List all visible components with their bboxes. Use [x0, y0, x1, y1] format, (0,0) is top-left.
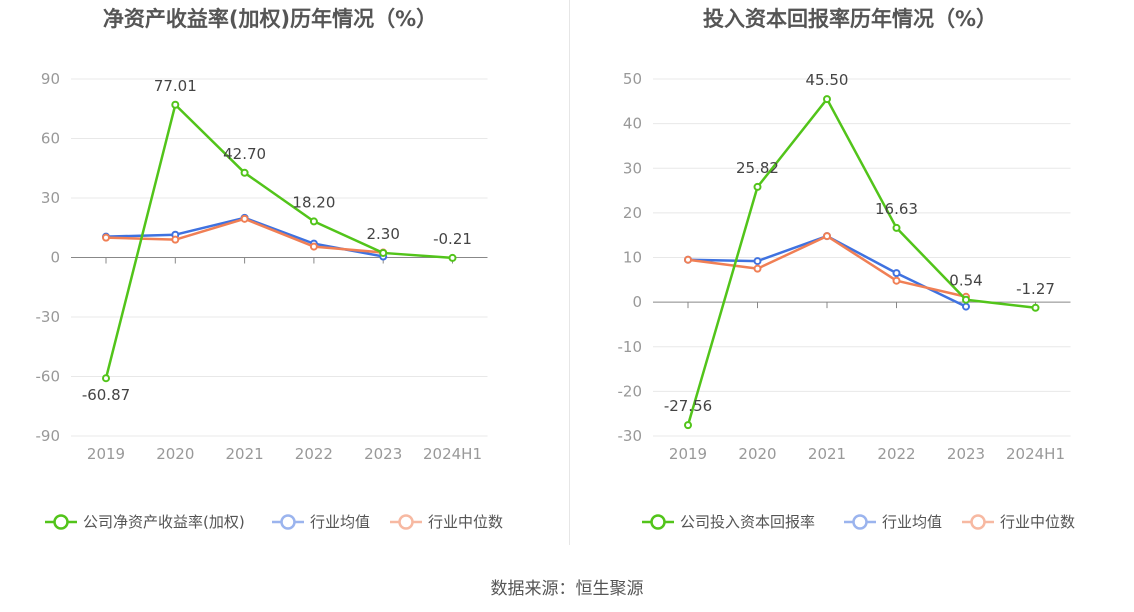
legend-item[interactable]: 行业中位数	[962, 513, 1075, 531]
data-label: 18.20	[292, 193, 335, 211]
data-point	[240, 214, 249, 223]
y-tick-label: 0	[50, 249, 60, 267]
x-tick-label: 2023	[947, 445, 985, 463]
legend-marker-icon	[852, 514, 868, 530]
data-point	[823, 95, 831, 104]
legend-label: 公司投入资本回报率	[680, 513, 815, 531]
data-source-note: 数据来源：恒生聚源	[490, 579, 644, 599]
series-line	[687, 234, 967, 308]
y-tick-label: -90	[36, 427, 61, 445]
chart-title: 净资产收益率(加权)历年情况（%）	[103, 7, 437, 31]
y-tick-label: 20	[623, 204, 642, 222]
data-point	[309, 242, 318, 251]
x-tick-label: 2021	[808, 445, 846, 463]
legend-item[interactable]: 公司净资产收益率(加权)	[45, 513, 245, 531]
legend-marker-icon	[398, 514, 414, 530]
data-point	[753, 182, 762, 191]
data-point	[1031, 303, 1040, 312]
legend-label: 公司净资产收益率(加权)	[83, 513, 245, 531]
panel-divider	[569, 0, 570, 545]
legend-label: 行业中位数	[428, 513, 503, 531]
y-tick-label: -60	[36, 368, 61, 386]
data-point	[102, 374, 110, 383]
data-point	[962, 302, 970, 311]
roic-line-chart: 投入资本回报率历年情况（%） 50 40 30 20 10 0 -10 -20 -30 2019 20…	[618, 7, 1076, 531]
x-tick-label: 2023	[364, 445, 402, 463]
data-point	[753, 264, 762, 273]
data-label: -0.21	[433, 230, 472, 248]
y-tick-label: 0	[632, 293, 642, 311]
data-point	[171, 235, 180, 244]
legend-label: 行业均值	[310, 513, 370, 531]
x-tick-label: 2022	[877, 445, 915, 463]
data-point	[240, 168, 249, 177]
y-tick-label: 40	[623, 115, 642, 133]
series-line	[105, 216, 384, 258]
data-point	[448, 253, 457, 262]
x-tick-label: 2021	[226, 445, 264, 463]
y-tick-label: 90	[41, 70, 60, 88]
data-label: -27.56	[664, 397, 712, 415]
x-tick-label: 2019	[669, 445, 707, 463]
chart-title: 投入资本回报率历年情况（%）	[703, 7, 997, 31]
data-label: 45.50	[806, 71, 849, 89]
data-point	[379, 248, 388, 257]
series-line	[686, 97, 1036, 426]
legend-item[interactable]: 行业均值	[272, 513, 370, 531]
roe-chart-panel: 净资产收益率(加权)历年情况（%） 90 60 30 0 -30 -60 -90 2019 202…	[0, 0, 567, 560]
y-tick-label: -20	[618, 382, 643, 400]
y-tick-label: 50	[623, 70, 642, 88]
data-point	[102, 233, 110, 242]
y-tick-label: -30	[618, 427, 643, 445]
legend-marker-icon	[650, 514, 666, 530]
y-tick-label: 60	[41, 130, 60, 148]
x-tick-label: 2022	[295, 445, 333, 463]
data-point	[684, 421, 692, 430]
data-point	[962, 295, 970, 304]
data-point	[892, 223, 901, 232]
legend-item[interactable]: 行业中位数	[390, 513, 503, 531]
data-label: 16.63	[875, 200, 918, 218]
legend-item[interactable]: 行业均值	[844, 513, 942, 531]
y-tick-label: 30	[623, 159, 642, 177]
legend-label: 行业中位数	[1000, 513, 1075, 531]
series-line	[104, 103, 453, 379]
legend-marker-icon	[970, 514, 986, 530]
data-point	[892, 276, 901, 285]
y-tick-label: -10	[618, 338, 643, 356]
y-tick-label: -30	[36, 308, 61, 326]
series-line	[687, 234, 967, 298]
y-tick-label: 30	[41, 189, 60, 207]
legend-label: 行业均值	[882, 513, 942, 531]
x-tick-label: 2019	[87, 445, 125, 463]
x-tick-label: 2024H1	[423, 445, 482, 463]
data-label: 25.82	[736, 159, 779, 177]
legend-marker-icon	[53, 514, 69, 530]
x-tick-label: 2024H1	[1006, 445, 1065, 463]
legend-item[interactable]: 公司投入资本回报率	[642, 513, 815, 531]
data-point	[171, 100, 180, 109]
data-point	[823, 232, 831, 241]
y-tick-label: 10	[623, 249, 642, 267]
data-label: -60.87	[82, 386, 130, 404]
data-label: 0.54	[949, 272, 982, 290]
data-label: 77.01	[154, 77, 197, 95]
data-label: -1.27	[1016, 280, 1055, 298]
x-tick-label: 2020	[738, 445, 776, 463]
data-point	[309, 217, 318, 226]
roe-line-chart: 净资产收益率(加权)历年情况（%） 90 60 30 0 -30 -60 -90 2019 202…	[36, 7, 504, 531]
data-point	[892, 269, 901, 278]
roic-chart-panel: 投入资本回报率历年情况（%） 50 40 30 20 10 0 -10 -20 -30 2019 20…	[567, 0, 1134, 560]
data-label: 2.30	[366, 225, 399, 243]
x-tick-label: 2020	[156, 445, 194, 463]
data-label: 42.70	[223, 145, 266, 163]
data-point	[684, 255, 692, 264]
data-point	[753, 257, 762, 266]
legend-marker-icon	[280, 514, 296, 530]
